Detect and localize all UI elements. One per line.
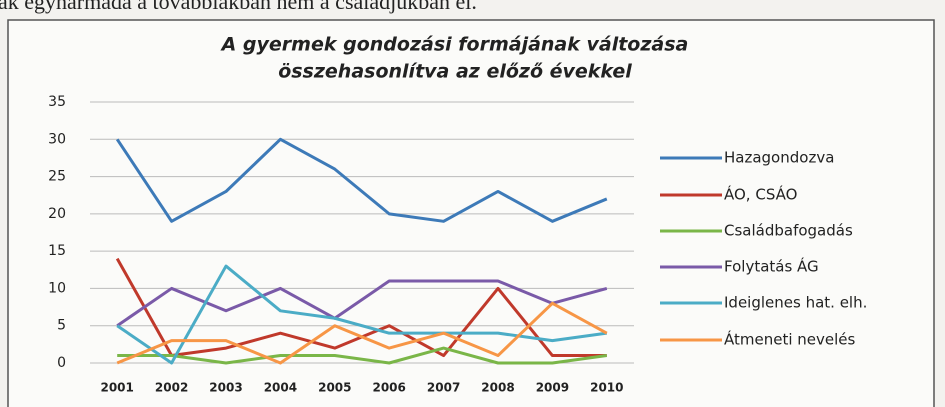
x-tick-label: 2007 bbox=[427, 381, 460, 395]
x-tick-label: 2009 bbox=[536, 381, 569, 395]
series-line bbox=[117, 346, 608, 365]
legend-label: Hazagondozva bbox=[724, 149, 834, 167]
x-tick-label: 2010 bbox=[590, 381, 623, 395]
y-tick-label: 30 bbox=[48, 131, 66, 147]
y-tick-label: 5 bbox=[57, 318, 66, 334]
x-tick-label: 2002 bbox=[155, 381, 188, 395]
series-line bbox=[116, 279, 608, 327]
series-line bbox=[116, 264, 608, 365]
x-tick-label: 2006 bbox=[372, 381, 405, 395]
x-tick-label: 2003 bbox=[209, 381, 242, 395]
y-tick-label: 10 bbox=[48, 280, 66, 296]
x-tick-label: 2008 bbox=[481, 381, 514, 395]
y-tick-label: 0 bbox=[57, 355, 66, 371]
x-tick-label: 2004 bbox=[264, 381, 297, 395]
x-tick-label: 2001 bbox=[100, 381, 133, 395]
chart-title: összehasonlítva az előző évekkel bbox=[278, 61, 632, 83]
legend-label: Ideiglenes hat. elh. bbox=[724, 294, 867, 312]
y-tick-label: 20 bbox=[48, 206, 66, 222]
caption: ak egyharmada a továbbiakban nem a csalá… bbox=[0, 0, 477, 14]
y-tick-label: 25 bbox=[48, 169, 66, 185]
chart-title: A gyermek gondozási formájának változása bbox=[220, 34, 689, 56]
legend-label: Átmeneti nevelés bbox=[724, 330, 856, 349]
legend-label: Folytatás ÁG bbox=[724, 257, 819, 276]
series-line bbox=[116, 301, 608, 365]
y-tick-label: 35 bbox=[48, 94, 66, 110]
legend-label: Családbafogadás bbox=[724, 222, 853, 240]
x-tick-label: 2005 bbox=[318, 381, 351, 395]
series-line bbox=[115, 137, 608, 223]
y-tick-label: 15 bbox=[48, 243, 66, 259]
legend-label: ÁO, CSÁO bbox=[724, 185, 797, 204]
